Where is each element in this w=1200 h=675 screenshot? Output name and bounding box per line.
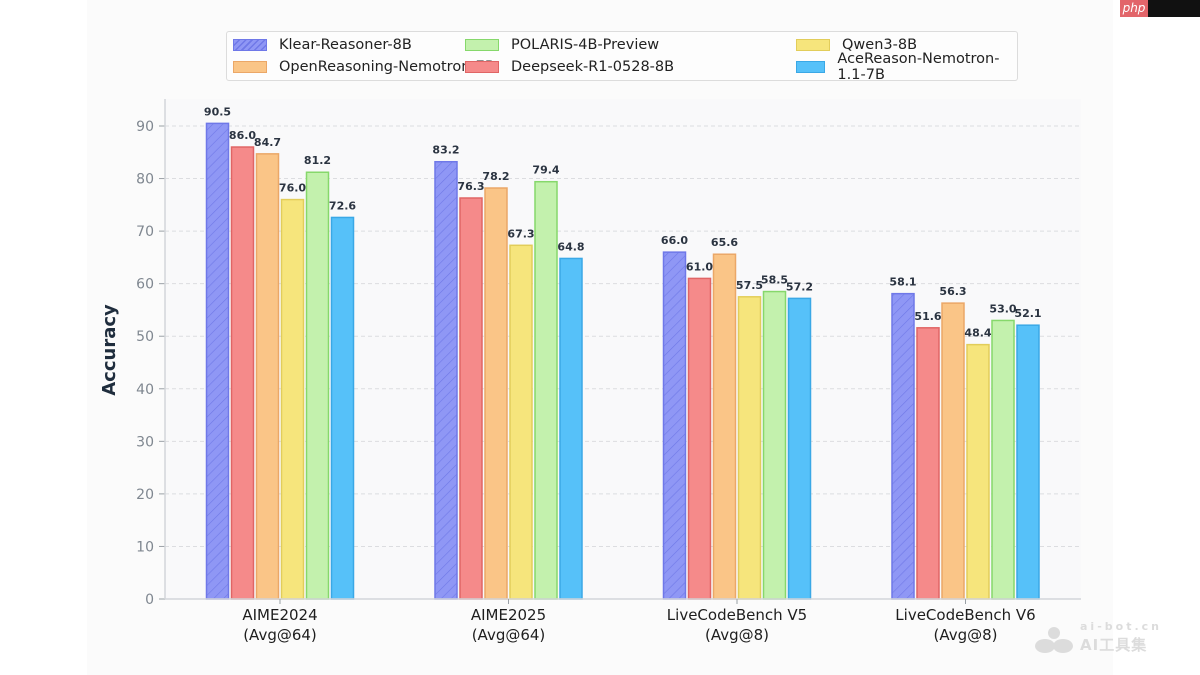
y-tick-label: 60 bbox=[136, 277, 154, 293]
legend-item: POLARIS-4B-Preview bbox=[465, 35, 659, 55]
y-tick-label: 30 bbox=[136, 434, 154, 450]
data-label: 56.3 bbox=[939, 285, 966, 298]
x-tick-label: AIME2025 bbox=[471, 606, 546, 624]
bar-deepseek-r1-0528-8b bbox=[916, 327, 940, 600]
bars bbox=[205, 122, 1040, 600]
legend-label: POLARIS-4B-Preview bbox=[511, 37, 660, 53]
bar-acereason-nemotron-1-1-7b bbox=[330, 216, 355, 600]
bar-deepseek-r1-0528-8b bbox=[459, 197, 483, 600]
data-label: 86.0 bbox=[229, 129, 256, 142]
bar-polaris-4b-preview bbox=[534, 180, 558, 600]
data-label: 90.5 bbox=[204, 105, 231, 118]
axes: 0 10 20 30 40 50 60 70 80 90 AIME2024 (Avg@64) AIME2… bbox=[136, 99, 1081, 644]
php-badge: php bbox=[1120, 0, 1148, 17]
bar-qwen3-8b bbox=[509, 244, 533, 600]
legend-label: OpenReasoning-Nemotron-7B bbox=[279, 59, 495, 75]
data-label: 83.2 bbox=[432, 144, 459, 157]
data-label: 53.0 bbox=[989, 302, 1016, 315]
x-tick-label: LiveCodeBench V5 bbox=[667, 606, 807, 624]
data-label: 79.4 bbox=[532, 164, 559, 177]
x-tick-label: LiveCodeBench V6 bbox=[895, 606, 1035, 624]
data-label: 48.4 bbox=[964, 327, 991, 340]
legend-label: Qwen3-8B bbox=[842, 37, 918, 53]
legend-swatch bbox=[796, 39, 830, 51]
data-label: 78.2 bbox=[482, 170, 509, 183]
y-tick-label: 50 bbox=[136, 329, 154, 345]
x-tick-label: (Avg@64) bbox=[243, 626, 317, 644]
data-label: 76.0 bbox=[279, 182, 306, 195]
y-tick-label: 10 bbox=[136, 539, 154, 555]
data-label: 76.3 bbox=[457, 180, 484, 193]
y-tick-label: 40 bbox=[136, 382, 154, 398]
bar-acereason-nemotron-1-1-7b bbox=[787, 297, 812, 600]
data-label: 65.6 bbox=[711, 236, 738, 249]
bar-acereason-nemotron-1-1-7b bbox=[1016, 324, 1040, 600]
x-tick-label: (Avg@64) bbox=[472, 626, 546, 644]
data-label: 67.3 bbox=[507, 227, 534, 240]
legend-item: OpenReasoning-Nemotron-7B bbox=[233, 57, 495, 77]
bar-polaris-4b-preview bbox=[762, 290, 787, 600]
bar-openreasoning-nemotron-7b bbox=[941, 302, 965, 600]
data-label: 57.2 bbox=[786, 280, 813, 293]
data-label: 58.1 bbox=[889, 276, 916, 289]
bar-deepseek-r1-0528-8b bbox=[230, 146, 255, 600]
legend-swatch bbox=[465, 61, 499, 73]
legend-swatch bbox=[796, 61, 826, 73]
data-label: 51.6 bbox=[914, 310, 941, 323]
y-axis-label: Accuracy bbox=[99, 304, 120, 396]
legend-item: Klear-Reasoner-8B bbox=[233, 35, 412, 55]
bar-klear-reasoner-8b bbox=[662, 251, 687, 600]
legend-item: AceReason-Nemotron-1.1-7B bbox=[796, 51, 1017, 83]
bar-qwen3-8b bbox=[737, 296, 762, 600]
legend-label: AceReason-Nemotron-1.1-7B bbox=[837, 51, 1000, 83]
y-tick-label: 70 bbox=[136, 224, 154, 240]
y-tick-label: 20 bbox=[136, 487, 154, 503]
y-tick-label: 90 bbox=[136, 119, 154, 135]
bar-polaris-4b-preview bbox=[305, 171, 330, 600]
legend-swatch bbox=[233, 39, 267, 51]
legend-label: Deepseek-R1-0528-8B bbox=[511, 59, 675, 75]
data-label: 66.0 bbox=[661, 234, 688, 247]
bar-qwen3-8b bbox=[966, 343, 990, 600]
y-tick-label: 0 bbox=[145, 592, 154, 608]
x-tick-label: (Avg@8) bbox=[705, 626, 769, 644]
bar-klear-reasoner-8b bbox=[891, 292, 915, 600]
x-tick-label: (Avg@8) bbox=[933, 626, 997, 644]
data-label: 64.8 bbox=[557, 240, 584, 253]
y-tick-label: 80 bbox=[136, 172, 154, 188]
data-label: 81.2 bbox=[304, 154, 331, 167]
data-labels: 90.5 83.2 66.0 58.1 86.0 76.3 61.0 51.6 84.7 78.2… bbox=[204, 105, 1042, 339]
bar-openreasoning-nemotron-7b bbox=[712, 253, 737, 600]
watermark-logo-icon bbox=[1035, 627, 1073, 653]
x-tick-label: AIME2024 bbox=[242, 606, 317, 624]
bar-openreasoning-nemotron-7b bbox=[255, 153, 280, 600]
legend-swatch bbox=[465, 39, 499, 51]
bar-klear-reasoner-8b bbox=[205, 122, 230, 600]
data-label: 84.7 bbox=[254, 136, 281, 149]
legend-item: Deepseek-R1-0528-8B bbox=[465, 57, 674, 77]
bar-deepseek-r1-0528-8b bbox=[687, 277, 712, 600]
data-label: 58.5 bbox=[761, 274, 788, 287]
legend-item: Qwen3-8B bbox=[796, 35, 917, 55]
legend-label: Klear-Reasoner-8B bbox=[279, 37, 412, 53]
badge-bar bbox=[1148, 0, 1200, 17]
watermark-brand: AI工具集 bbox=[1080, 636, 1148, 654]
data-label: 57.5 bbox=[736, 279, 763, 292]
data-label: 52.1 bbox=[1014, 307, 1041, 320]
legend: Klear-Reasoner-8B OpenReasoning-Nemotron-… bbox=[226, 31, 1018, 83]
watermark: ai-bot.cn AI工具集 bbox=[1034, 620, 1174, 660]
bar-polaris-4b-preview bbox=[991, 319, 1015, 600]
bar-qwen3-8b bbox=[280, 198, 305, 600]
watermark-domain: ai-bot.cn bbox=[1080, 620, 1162, 633]
legend-swatch bbox=[233, 61, 267, 73]
bar-klear-reasoner-8b bbox=[434, 160, 458, 600]
bar-acereason-nemotron-1-1-7b bbox=[559, 257, 583, 600]
bar-openreasoning-nemotron-7b bbox=[484, 187, 508, 600]
data-label: 61.0 bbox=[686, 260, 713, 273]
data-label: 72.6 bbox=[329, 199, 356, 212]
